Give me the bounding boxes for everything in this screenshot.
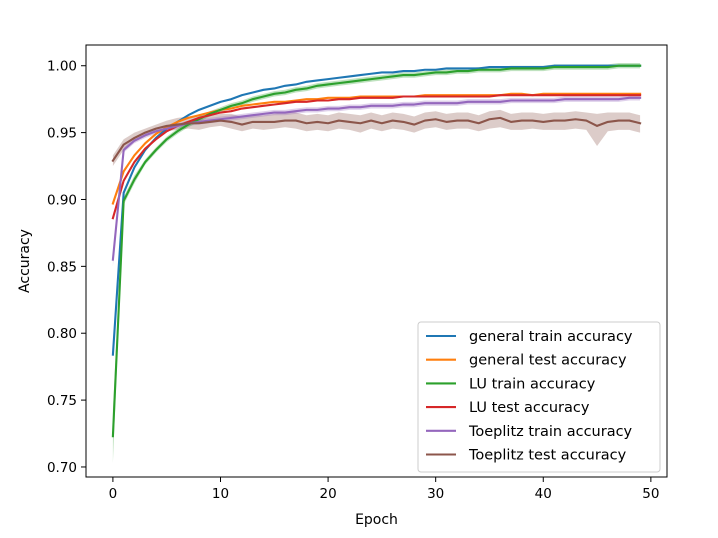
series-line-1 — [111, 92, 642, 205]
series-line-3 — [111, 94, 642, 220]
series-line-0 — [111, 64, 642, 356]
legend-label: general train accuracy — [469, 329, 633, 345]
y-tick-label: 0.95 — [47, 126, 77, 142]
y-tick-label: 1.00 — [47, 59, 77, 75]
plot-frame — [85, 44, 668, 478]
legend-label: general test accuracy — [469, 353, 627, 369]
y-axis-label: Accuracy — [17, 229, 33, 293]
y-tick-label: 0.85 — [47, 259, 77, 275]
x-tick-label: 30 — [427, 486, 444, 502]
y-tick-label: 0.75 — [47, 393, 77, 409]
legend-label: Toeplitz test accuracy — [468, 448, 627, 464]
series-line-4 — [111, 96, 642, 261]
y-tick-label: 0.80 — [47, 326, 77, 342]
series-lines — [111, 64, 642, 438]
axes: 0 10 20 30 40 50 0.70 0.75 0.80 0.85 0.90 0.95 1.00 E… — [17, 44, 668, 528]
legend-label: LU train accuracy — [469, 376, 596, 392]
legend-label: Toeplitz train accuracy — [468, 424, 633, 440]
x-tick-label: 40 — [535, 486, 552, 502]
series-line-5 — [111, 116, 642, 163]
legend-label: LU test accuracy — [469, 400, 590, 416]
legend: general train accuracy general test accur… — [417, 321, 661, 473]
x-axis-label: Epoch — [355, 512, 398, 528]
y-tick-label: 0.90 — [47, 192, 77, 208]
x-tick-label: 50 — [642, 486, 659, 502]
y-tick-label: 0.70 — [47, 460, 77, 476]
x-tick-label: 0 — [109, 486, 118, 502]
legend-box — [417, 321, 661, 473]
x-tick-label: 10 — [212, 486, 229, 502]
x-tick-label: 20 — [319, 486, 336, 502]
